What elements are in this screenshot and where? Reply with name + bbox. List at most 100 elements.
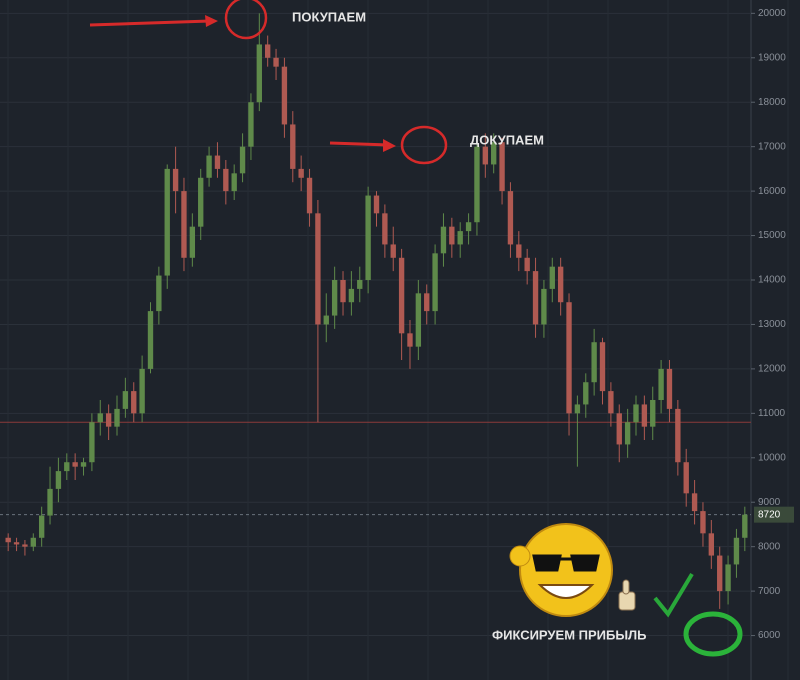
candle-body <box>265 44 271 58</box>
candle-body <box>516 244 522 258</box>
candle-body <box>198 177 204 227</box>
candle-body <box>231 173 237 192</box>
sunglasses <box>532 554 600 572</box>
candle-body <box>591 342 597 383</box>
circle <box>400 125 448 165</box>
y-tick-label: 16000 <box>758 186 786 197</box>
candle-body <box>64 462 70 472</box>
y-tick-label: 18000 <box>758 97 786 108</box>
candle-body <box>633 404 639 423</box>
hand <box>509 545 531 567</box>
candle-body <box>139 368 145 414</box>
candle-body <box>599 342 606 392</box>
candle-body <box>206 155 212 178</box>
candle-body <box>131 391 137 414</box>
y-tick-label: 12000 <box>758 364 786 375</box>
candle-body <box>499 142 505 192</box>
candle-body <box>281 66 288 125</box>
candle-body <box>181 191 187 258</box>
candle-body <box>415 293 422 347</box>
candle-body <box>482 146 488 165</box>
candle-body <box>382 213 388 245</box>
candle-body <box>315 213 321 325</box>
candle-body <box>72 462 78 467</box>
candle-body <box>449 226 455 245</box>
candle-body <box>507 191 514 245</box>
grin <box>537 584 595 599</box>
candle-body <box>491 142 497 165</box>
candle-body <box>189 226 196 258</box>
candle-body <box>55 471 62 489</box>
candle-body <box>557 266 564 303</box>
candle-body <box>47 488 53 516</box>
smiley <box>519 523 613 617</box>
annotation-text: ФИКСИРУЕМ ПРИБЫЛЬ <box>492 627 647 642</box>
candle-body <box>147 311 154 369</box>
candle-body <box>323 315 329 325</box>
candle-body <box>298 168 304 178</box>
arrow <box>89 19 211 27</box>
candle-body <box>574 404 581 414</box>
arrow-head <box>383 139 396 152</box>
y-tick-label: 6000 <box>758 630 781 641</box>
candle-body <box>105 413 112 427</box>
candle-body <box>340 280 346 303</box>
candle-body <box>691 493 698 512</box>
candle-body <box>13 542 20 545</box>
candle-body <box>365 195 371 280</box>
candle-body <box>114 408 120 427</box>
candle-body <box>424 293 430 312</box>
y-tick-label: 11000 <box>758 408 786 419</box>
candle-body <box>549 266 555 289</box>
candle-body <box>440 226 447 254</box>
arrow <box>329 141 389 147</box>
y-tick-label: 19000 <box>758 52 786 63</box>
y-tick-label: 10000 <box>758 452 786 463</box>
candle-body <box>273 57 279 67</box>
y-tick-label: 8000 <box>758 541 781 552</box>
y-tick-label: 9000 <box>758 497 781 508</box>
candle-body <box>457 231 463 245</box>
y-tick-label: 20000 <box>758 8 786 19</box>
candle-body <box>708 533 715 556</box>
candle-body <box>22 544 28 547</box>
y-tick-label: 7000 <box>758 586 781 597</box>
thumbs-up <box>618 591 636 611</box>
candle-body <box>38 515 45 538</box>
candle-body <box>683 462 689 494</box>
candle-body <box>89 422 95 463</box>
candle-body <box>122 391 129 409</box>
candle-body <box>398 257 405 334</box>
candle-body <box>290 124 296 169</box>
y-tick-label: 17000 <box>758 141 786 152</box>
annotation-buy: ПОКУПАЕМ <box>89 0 366 40</box>
candle-body <box>248 102 254 147</box>
candle-body <box>532 271 539 325</box>
circle <box>683 611 743 657</box>
y-tick-label: 14000 <box>758 275 786 286</box>
candle-body <box>624 422 631 445</box>
annotation-profit: ФИКСИРУЕМ ПРИБЫЛЬ <box>492 523 743 657</box>
candle-body <box>658 368 664 400</box>
candle-body <box>172 168 179 192</box>
check-mark <box>653 572 694 618</box>
candle-body <box>373 195 380 214</box>
candle-body <box>474 146 480 223</box>
candle-body <box>30 537 36 547</box>
candle-body <box>407 333 413 347</box>
candle-body <box>733 537 740 565</box>
candle-body <box>239 146 246 174</box>
y-tick-label: 13000 <box>758 319 786 330</box>
candle-body <box>465 222 472 232</box>
candle-body <box>742 514 748 538</box>
arrow-head <box>205 15 218 27</box>
candle-body <box>650 400 656 427</box>
candle-body <box>214 155 221 169</box>
candle-body <box>641 404 648 427</box>
candle-body <box>306 177 313 214</box>
last-price-box <box>754 506 794 523</box>
annotation-add: ДОКУПАЕМ <box>329 125 544 165</box>
